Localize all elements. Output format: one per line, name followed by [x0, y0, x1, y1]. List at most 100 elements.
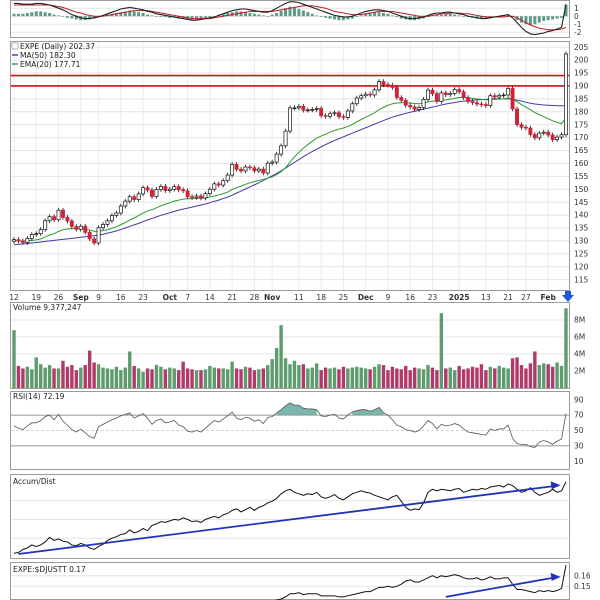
candle-body	[301, 105, 306, 111]
candle-body	[123, 200, 128, 207]
candle-body	[372, 89, 377, 96]
macd-histogram-bar	[243, 12, 247, 17]
volume-bar	[181, 361, 185, 388]
candle-body	[78, 225, 83, 230]
candle-body	[564, 53, 568, 136]
candle-body	[74, 226, 79, 230]
x-tick-label: Dec	[358, 293, 374, 302]
volume-bar	[399, 369, 403, 388]
candle-body	[363, 93, 368, 97]
candle-body	[417, 107, 422, 110]
candle-body	[47, 216, 52, 222]
volume-bar	[550, 366, 555, 388]
candle-body	[443, 92, 448, 96]
volume-tick-label: 8M	[574, 316, 585, 325]
macd-histogram-bar	[34, 11, 38, 17]
macd-histogram-bar	[324, 16, 328, 18]
macd-histogram-bar	[288, 6, 292, 17]
price-tick-label: 180	[574, 107, 589, 116]
volume-bar	[159, 366, 163, 388]
volume-bar	[257, 369, 261, 388]
ratio-trendline	[445, 576, 553, 598]
price-tick-label: 155	[574, 172, 589, 181]
macd-histogram-bar	[462, 16, 466, 17]
macd-histogram-bar	[333, 16, 337, 20]
macd-histogram-bar	[150, 15, 154, 17]
x-tick-label: 12	[9, 293, 19, 302]
macd-histogram-bar	[137, 12, 141, 17]
volume-bar	[359, 367, 363, 388]
macd-histogram-bar	[43, 12, 47, 17]
macd-histogram-bar	[261, 15, 265, 17]
candle-body	[25, 237, 30, 243]
volume-bar	[136, 368, 141, 388]
volume-bar	[515, 357, 519, 388]
volume-bar	[533, 351, 537, 388]
macd-histogram-bar	[359, 15, 363, 17]
volume-bar	[221, 368, 225, 388]
candle-body	[448, 93, 453, 96]
macd-histogram-bar	[203, 16, 207, 18]
macd-histogram-bar	[315, 15, 319, 17]
x-tick-label: Feb	[541, 293, 557, 302]
candle-body	[470, 101, 475, 104]
volume-bar	[234, 368, 239, 388]
price-tick-label: 135	[574, 224, 589, 233]
volume-bar	[43, 367, 47, 388]
candle-body	[412, 106, 417, 110]
candle-body	[29, 234, 34, 239]
rsi-tick-label: 30	[574, 442, 584, 451]
candle-body	[141, 187, 146, 195]
rsi-tick-label: 10	[574, 457, 584, 466]
price-legend-ema20: EMA(20) 177.71	[20, 60, 81, 69]
price-tick-label: 175	[574, 120, 589, 129]
macd-histogram-bar	[373, 12, 377, 17]
volume-bar	[110, 369, 114, 388]
macd-histogram-bar	[444, 13, 448, 17]
macd-histogram-bar	[146, 14, 150, 17]
macd-histogram-bar	[221, 13, 225, 17]
x-tick-label: 7	[185, 293, 190, 302]
candle-body	[341, 116, 346, 118]
candle-body	[390, 84, 395, 88]
macd-histogram-bar	[435, 14, 439, 17]
volume-bar	[145, 368, 150, 388]
price-tick-label: 125	[574, 249, 589, 258]
price-tick-label: 185	[574, 94, 589, 103]
macd-histogram-bar	[542, 16, 546, 21]
macd-histogram-bar	[519, 16, 523, 23]
volume-bar	[283, 358, 288, 388]
macd-histogram-bar	[275, 13, 279, 17]
accum-dist-line	[13, 481, 567, 554]
volume-bar	[412, 367, 417, 388]
x-tick-label: 27	[521, 293, 531, 302]
candle-body	[430, 89, 435, 95]
candle-body	[87, 232, 92, 240]
x-tick-label: 16	[405, 293, 415, 302]
macd-histogram-bar	[306, 12, 310, 17]
candle-body	[274, 153, 279, 163]
candle-body	[457, 89, 462, 93]
volume-bar	[310, 367, 314, 388]
price-tick-label: 140	[574, 211, 589, 220]
candle-body	[319, 108, 324, 116]
candle-body	[190, 196, 195, 198]
candle-body	[403, 100, 408, 106]
candle-body	[247, 166, 252, 169]
macd-histogram-bar	[163, 16, 167, 17]
candle-body	[314, 108, 319, 110]
macd-histogram-bar	[257, 14, 261, 17]
volume-bar	[212, 367, 217, 388]
candle-body	[421, 98, 426, 108]
x-tick-label: Nov	[264, 293, 280, 302]
macd-histogram-bar	[457, 15, 461, 17]
macd-histogram-bar	[337, 16, 341, 21]
candle-body	[234, 164, 239, 170]
volume-bar	[510, 358, 515, 388]
macd-histogram-bar	[114, 13, 118, 17]
candle-body	[203, 193, 208, 199]
volume-tick-label: 2M	[574, 367, 585, 376]
candle-body	[510, 88, 515, 110]
volume-bar	[101, 367, 105, 388]
volume-bar	[341, 366, 346, 388]
